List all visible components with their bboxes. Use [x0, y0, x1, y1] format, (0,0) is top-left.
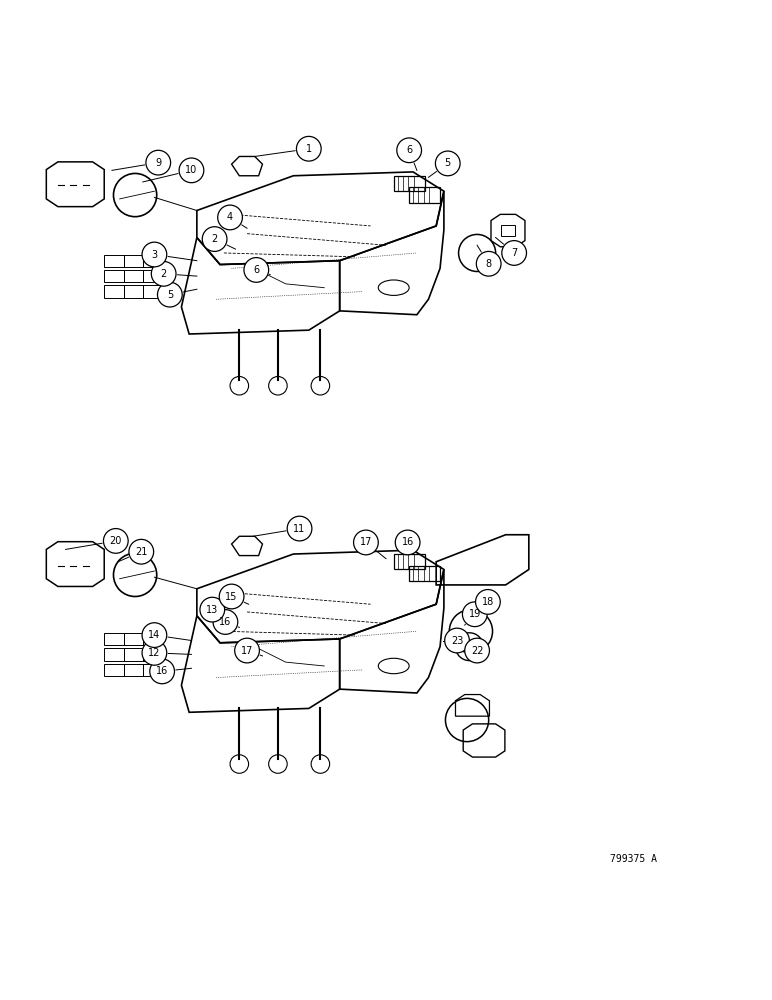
- Circle shape: [213, 610, 238, 634]
- Circle shape: [179, 158, 204, 183]
- Text: 18: 18: [482, 597, 494, 607]
- Text: 799375 A: 799375 A: [610, 854, 656, 864]
- Text: 6: 6: [253, 265, 259, 275]
- Circle shape: [157, 282, 182, 307]
- Text: 13: 13: [206, 605, 218, 615]
- Circle shape: [150, 659, 174, 684]
- Circle shape: [151, 261, 176, 286]
- Text: 2: 2: [161, 269, 167, 279]
- Circle shape: [435, 151, 460, 176]
- Circle shape: [142, 641, 167, 665]
- Text: 5: 5: [167, 290, 173, 300]
- Circle shape: [235, 638, 259, 663]
- Circle shape: [202, 227, 227, 251]
- Text: 23: 23: [451, 636, 463, 646]
- Text: 2: 2: [212, 234, 218, 244]
- Text: 12: 12: [148, 648, 161, 658]
- Text: 4: 4: [227, 212, 233, 222]
- Text: 20: 20: [110, 536, 122, 546]
- Text: 10: 10: [185, 165, 198, 175]
- Circle shape: [476, 590, 500, 614]
- Circle shape: [445, 628, 469, 653]
- Circle shape: [244, 258, 269, 282]
- Text: 11: 11: [293, 524, 306, 534]
- Text: 22: 22: [471, 646, 483, 656]
- Circle shape: [287, 516, 312, 541]
- Circle shape: [397, 138, 422, 163]
- Circle shape: [146, 150, 171, 175]
- Circle shape: [219, 584, 244, 609]
- Text: 15: 15: [225, 591, 238, 601]
- Text: 6: 6: [406, 145, 412, 155]
- Circle shape: [142, 623, 167, 647]
- Circle shape: [462, 602, 487, 627]
- Circle shape: [296, 136, 321, 161]
- Circle shape: [103, 529, 128, 553]
- Text: 17: 17: [360, 537, 372, 547]
- Circle shape: [142, 242, 167, 267]
- Circle shape: [200, 597, 225, 622]
- Circle shape: [502, 241, 527, 265]
- Circle shape: [218, 205, 242, 230]
- Text: 5: 5: [445, 158, 451, 168]
- Text: 1: 1: [306, 144, 312, 154]
- Circle shape: [354, 530, 378, 555]
- Circle shape: [395, 530, 420, 555]
- Text: 16: 16: [401, 537, 414, 547]
- Text: 21: 21: [135, 547, 147, 557]
- Circle shape: [465, 638, 489, 663]
- Text: 16: 16: [156, 666, 168, 676]
- Text: 19: 19: [469, 609, 481, 619]
- Text: 9: 9: [155, 158, 161, 168]
- Text: 3: 3: [151, 250, 157, 260]
- Text: 14: 14: [148, 630, 161, 640]
- Circle shape: [129, 539, 154, 564]
- Text: 8: 8: [486, 259, 492, 269]
- Text: 16: 16: [219, 617, 232, 627]
- Text: 7: 7: [511, 248, 517, 258]
- Text: 17: 17: [241, 646, 253, 656]
- Circle shape: [476, 251, 501, 276]
